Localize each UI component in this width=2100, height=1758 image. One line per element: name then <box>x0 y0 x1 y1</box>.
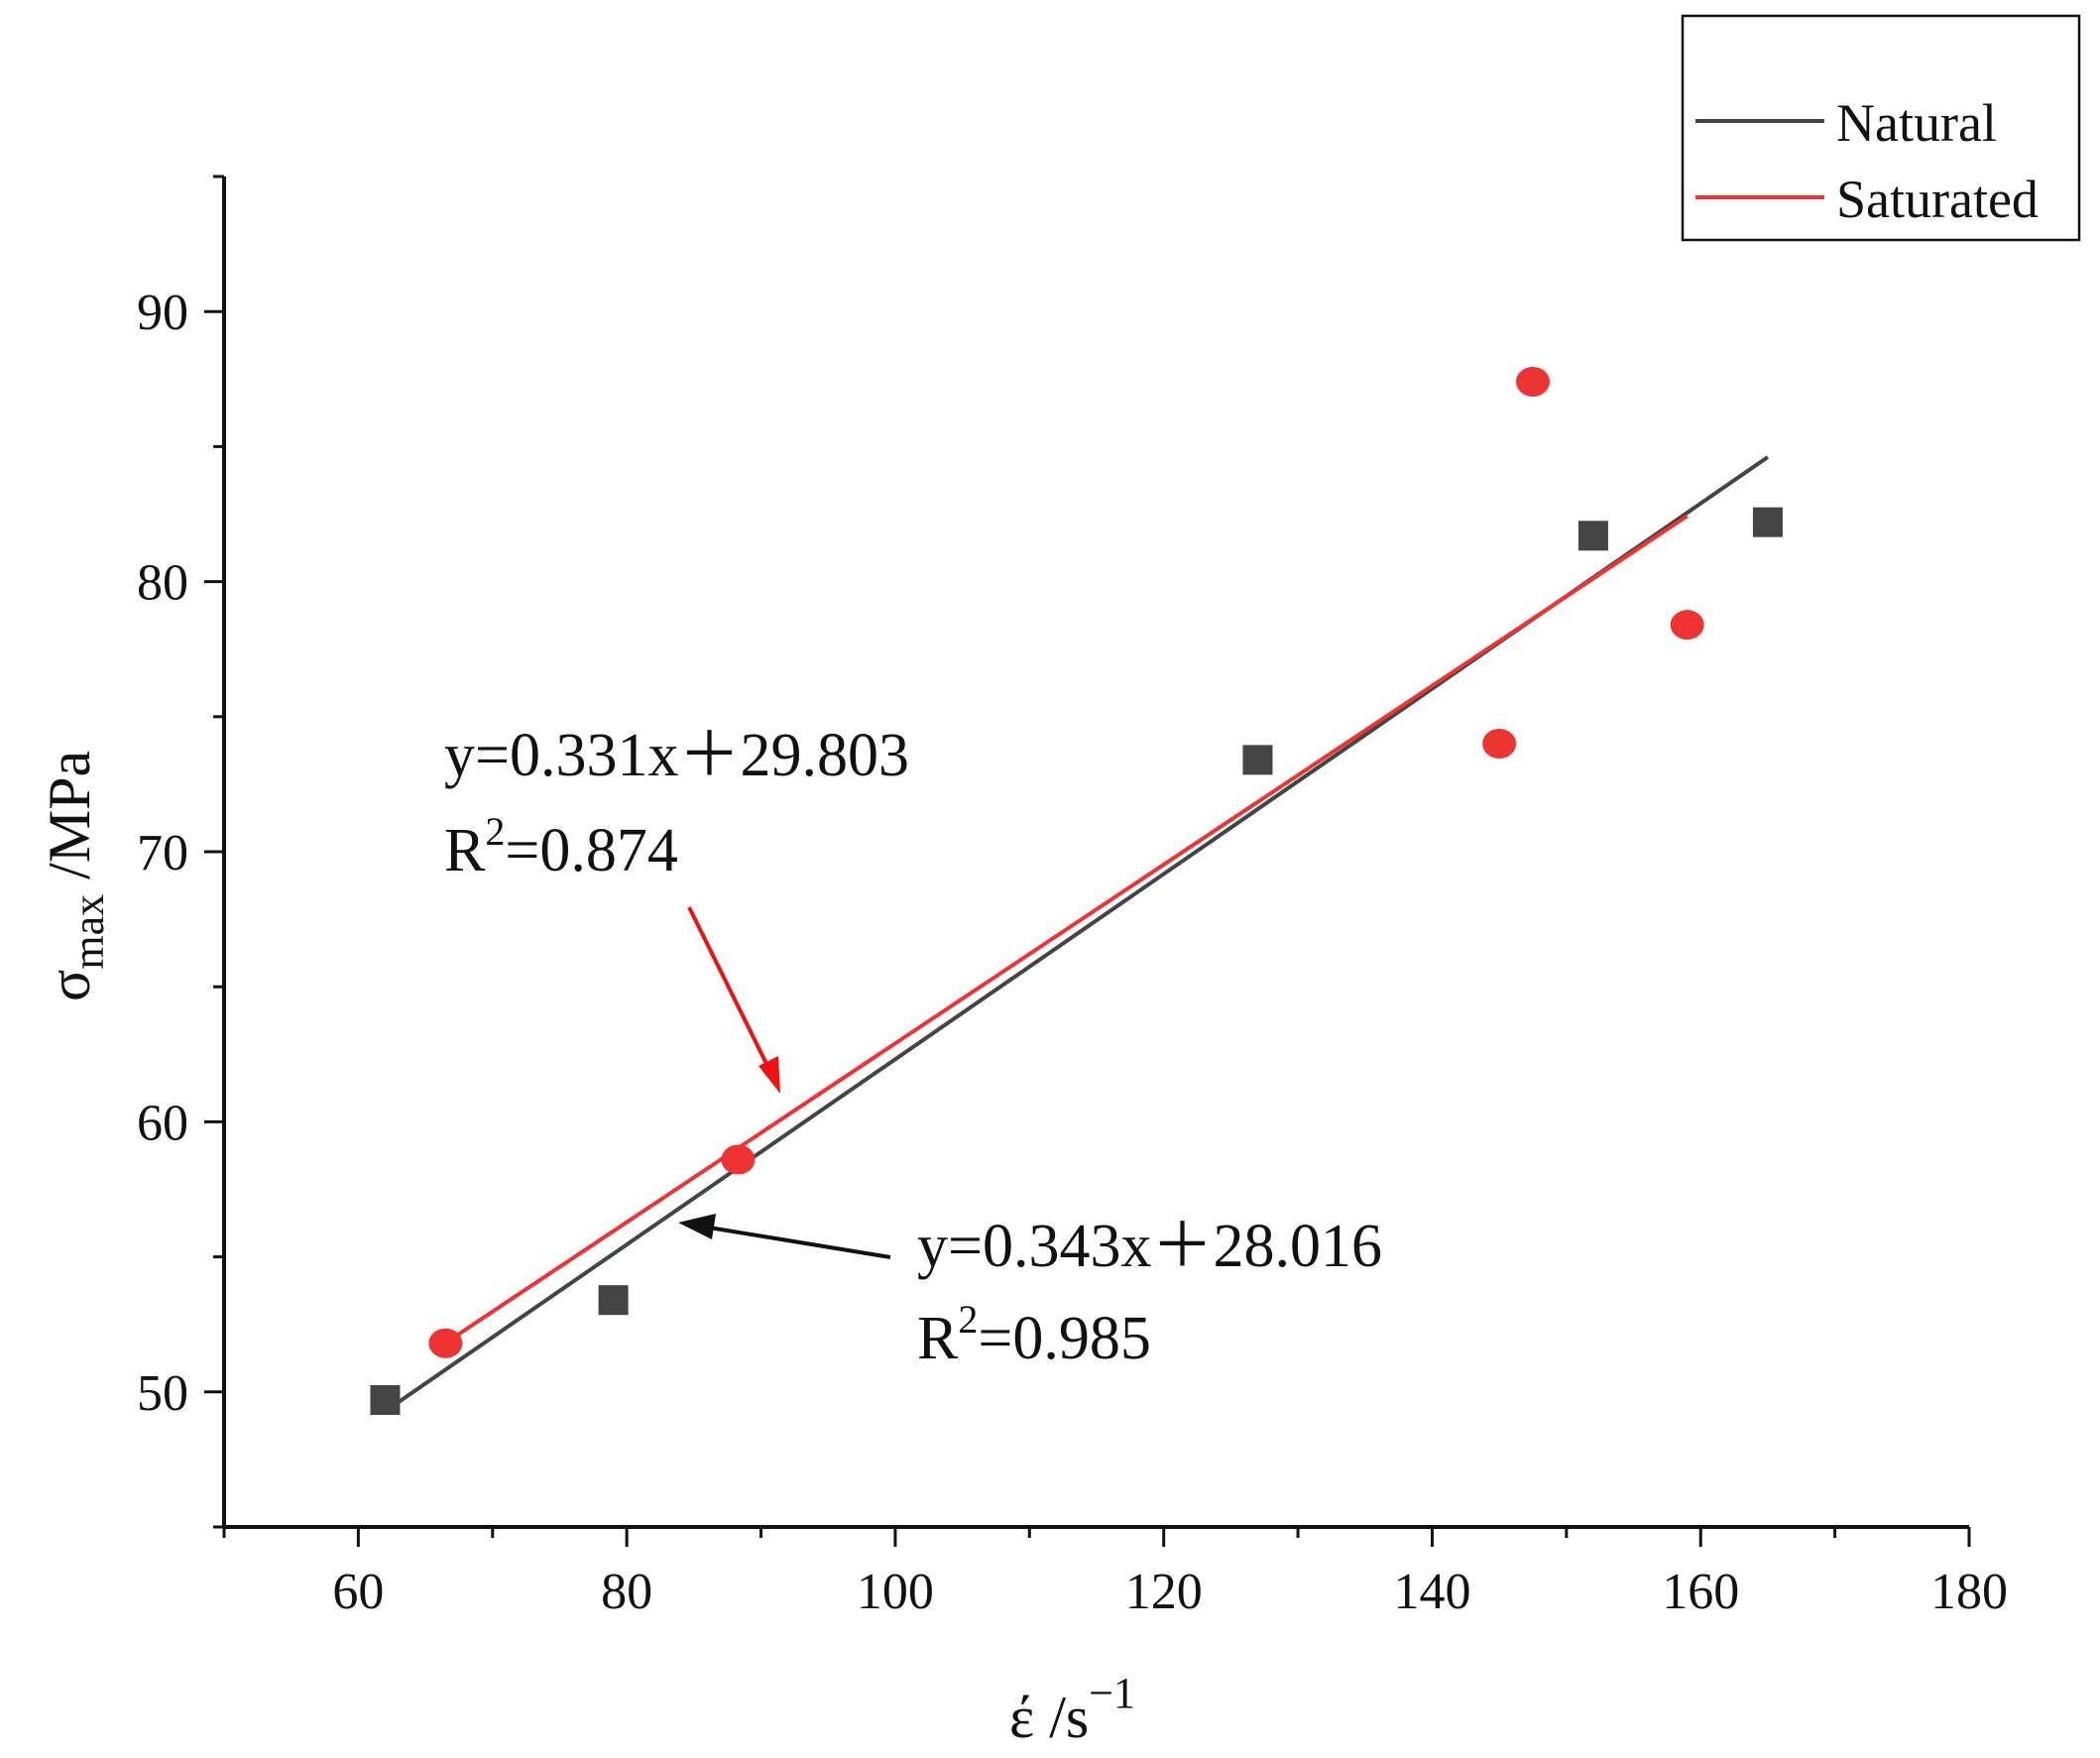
natural-arrowhead <box>678 1214 716 1239</box>
y-axis-title: σmax /MPa <box>37 751 113 1001</box>
y-tick-label: 50 <box>137 1365 188 1422</box>
axis-ticks: 60 80 100 120 140 160 180 50 60 70 80 90 <box>137 175 2008 1620</box>
x-tick-label: 120 <box>1125 1564 1203 1620</box>
fit-lines <box>384 455 1770 1414</box>
y-tick-label: 70 <box>137 825 188 881</box>
legend-label-natural: Natural <box>1836 93 1997 153</box>
point-saturated <box>1516 367 1550 398</box>
legend-box <box>1681 14 2081 242</box>
x-tick-label: 100 <box>857 1564 934 1620</box>
point-natural <box>370 1384 401 1415</box>
saturated-equation: y=0.331x＋29.803 <box>444 722 909 789</box>
point-saturated <box>1670 610 1704 641</box>
x-tick-label: 60 <box>332 1564 384 1620</box>
natural-r2: R2=0.985 <box>917 1297 1151 1372</box>
y-tick-label: 80 <box>137 555 188 612</box>
point-natural <box>598 1285 629 1316</box>
natural-equation: y=0.343x＋28.016 <box>917 1213 1382 1280</box>
y-tick-label: 60 <box>137 1095 188 1151</box>
point-saturated <box>428 1328 463 1358</box>
x-tick-label: 180 <box>1930 1564 2008 1620</box>
x-axis-title: έ /s−1 <box>1009 1669 1135 1750</box>
x-tick-label: 140 <box>1393 1564 1470 1620</box>
data-points <box>370 367 1783 1415</box>
point-natural <box>1752 507 1783 537</box>
legend: Natural Saturated <box>1681 14 2081 242</box>
saturated-arrowhead <box>758 1056 780 1094</box>
legend-label-saturated: Saturated <box>1836 170 2039 229</box>
point-natural <box>1242 745 1273 775</box>
fit-line-saturated <box>444 514 1689 1346</box>
x-tick-label: 160 <box>1662 1564 1739 1620</box>
saturated-r2: R2=0.874 <box>444 809 678 884</box>
point-natural <box>1577 521 1608 551</box>
point-saturated <box>1482 729 1517 760</box>
y-tick-label: 90 <box>137 285 188 341</box>
natural-arrow <box>708 1226 891 1259</box>
point-saturated <box>721 1144 756 1175</box>
saturated-arrow <box>687 906 779 1087</box>
x-tick-label: 80 <box>601 1564 652 1620</box>
